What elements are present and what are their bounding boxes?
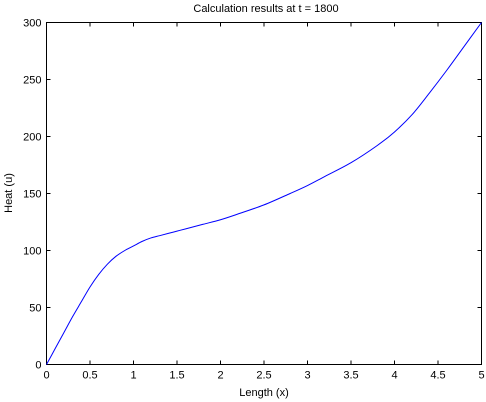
y-tick-label: 250 <box>23 75 41 87</box>
x-tick-label: 1 <box>130 370 136 382</box>
chart-title: Calculation results at t = 1800 <box>193 3 338 15</box>
x-tick-label: 4.5 <box>430 370 445 382</box>
x-tick-label: 3.5 <box>343 370 358 382</box>
x-tick-label: 3 <box>304 370 310 382</box>
x-tick-label: 5 <box>478 370 484 382</box>
series-line <box>46 22 482 365</box>
x-tick-label: 4 <box>391 370 397 382</box>
y-tick-label: 300 <box>23 18 41 30</box>
x-tick-label: 2.5 <box>256 370 271 382</box>
x-tick-label: 2 <box>217 370 223 382</box>
y-tick-label: 150 <box>23 189 41 201</box>
y-axis: 0 50 100 150 200 250 300 <box>23 18 482 372</box>
x-tick-label: 0 <box>43 370 49 382</box>
x-axis: 0 0.5 1 1.5 2 2.5 3 3.5 4 4.5 5 <box>43 22 485 382</box>
y-tick-label: 100 <box>23 246 41 258</box>
x-tick-label: 1.5 <box>169 370 184 382</box>
y-tick-label: 50 <box>29 303 41 315</box>
x-axis-label: Length (x) <box>239 387 289 399</box>
y-tick-label: 200 <box>23 132 41 144</box>
y-tick-label: 0 <box>35 360 41 372</box>
x-tick-label: 0.5 <box>82 370 97 382</box>
y-axis-label: Heat (u) <box>3 173 15 213</box>
